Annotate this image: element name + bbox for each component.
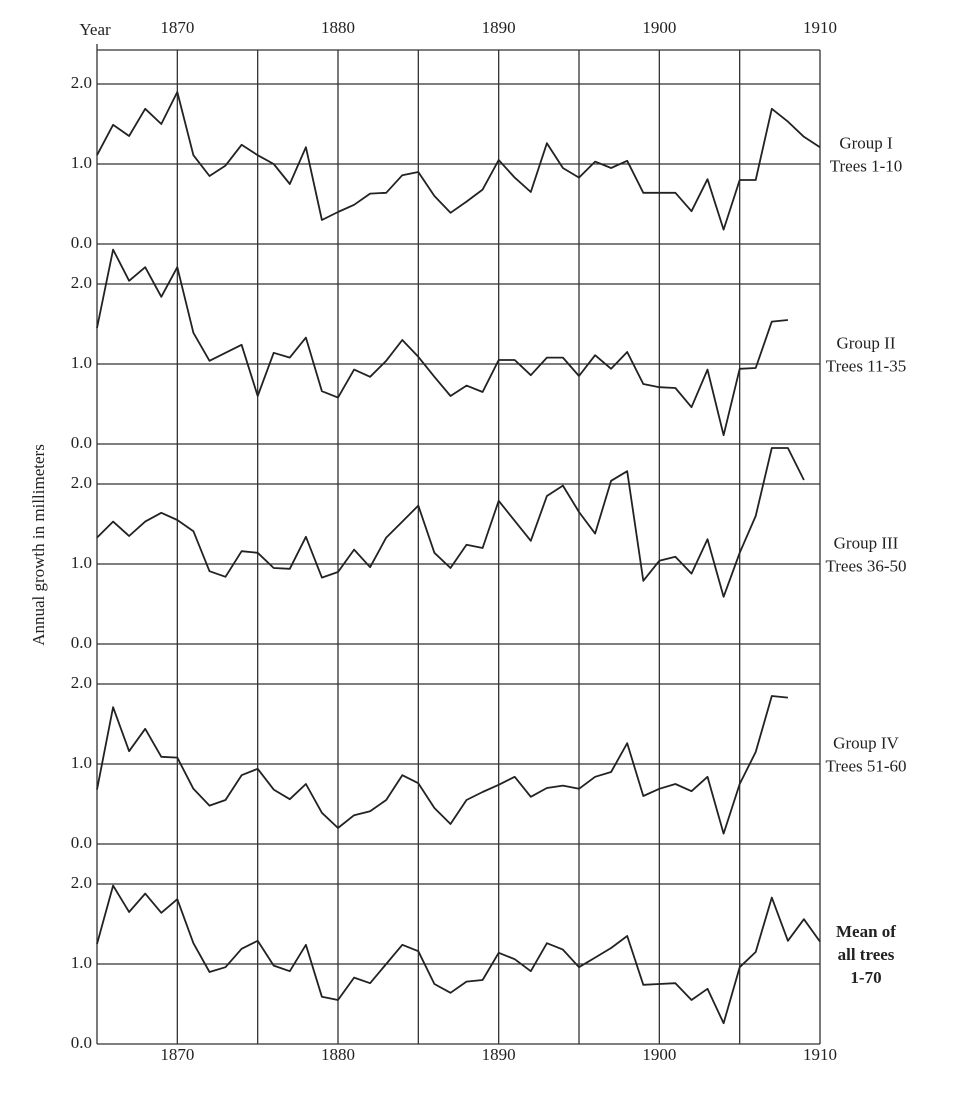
y-axis-label: Annual growth in millimeters xyxy=(29,444,48,646)
x-tick-label: 1900 xyxy=(642,1045,676,1064)
y-tick-label: 2.0 xyxy=(71,873,92,892)
x-tick-label-top: 1880 xyxy=(321,18,355,37)
data-line xyxy=(96,248,788,437)
y-tick-label: 0.0 xyxy=(71,633,92,652)
y-tick-label: 2.0 xyxy=(71,273,92,292)
group-label: Group IV xyxy=(833,733,899,752)
x-tick-label: 1880 xyxy=(321,1045,355,1064)
y-tick-label: 0.0 xyxy=(71,233,92,252)
x-tick-label: 1870 xyxy=(160,1045,194,1064)
y-tick-label: 2.0 xyxy=(71,73,92,92)
group-label: Trees 1-10 xyxy=(830,156,903,175)
x-tick-label-top: 1890 xyxy=(482,18,516,37)
y-tick-label: 0.0 xyxy=(71,1033,92,1052)
group-label: Mean of xyxy=(836,922,896,941)
y-tick-label: 1.0 xyxy=(71,553,92,572)
x-tick-label: 1910 xyxy=(803,1045,837,1064)
data-line xyxy=(96,884,821,1025)
x-tick-label-top: 1910 xyxy=(803,18,837,37)
data-line xyxy=(96,695,788,835)
group-label: 1-70 xyxy=(850,968,881,987)
group-label: Trees 11-35 xyxy=(826,356,906,375)
data-line xyxy=(96,91,821,231)
y-tick-label: 2.0 xyxy=(71,473,92,492)
y-tick-label: 1.0 xyxy=(71,753,92,772)
group-label: Group II xyxy=(836,333,895,352)
data-line xyxy=(96,447,805,598)
group-label: Group III xyxy=(834,533,899,552)
y-tick-label: 0.0 xyxy=(71,433,92,452)
x-tick-label-top: 1900 xyxy=(642,18,676,37)
y-tick-label: 1.0 xyxy=(71,953,92,972)
x-axis-label: Year xyxy=(79,20,111,39)
y-tick-label: 0.0 xyxy=(71,833,92,852)
group-label: Trees 51-60 xyxy=(825,756,906,775)
x-tick-label-top: 1870 xyxy=(160,18,194,37)
y-tick-label: 2.0 xyxy=(71,673,92,692)
y-tick-label: 1.0 xyxy=(71,153,92,172)
group-label: all trees xyxy=(838,945,895,964)
group-label: Group I xyxy=(839,133,893,152)
group-label: Trees 36-50 xyxy=(825,556,906,575)
x-tick-label: 1890 xyxy=(482,1045,516,1064)
y-tick-label: 1.0 xyxy=(71,353,92,372)
